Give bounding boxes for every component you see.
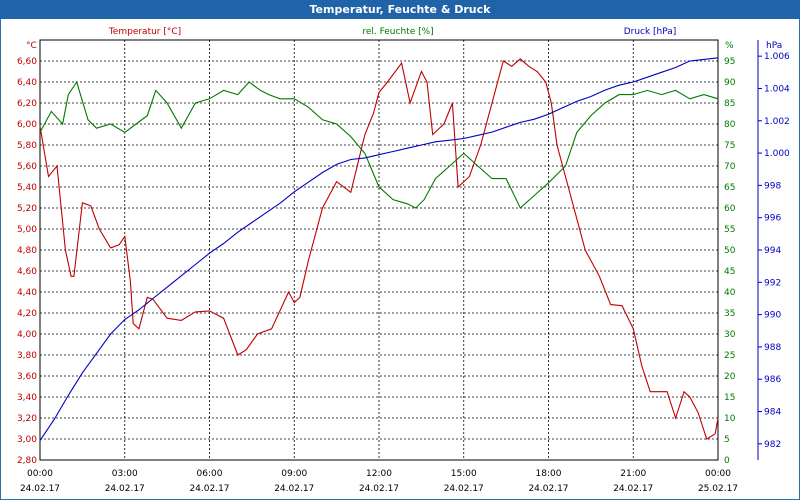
- pressure-unit-label: hPa: [766, 41, 782, 51]
- x-tick-time-label: 21:00: [620, 469, 646, 479]
- pressure-series-line: [39, 57, 719, 441]
- temperature-tick-label: 4,20: [17, 309, 37, 319]
- pressure-axis-label: Druck [hPa]: [624, 27, 677, 37]
- humidity-tick-label: 95: [724, 57, 735, 67]
- temperature-tick-label: 5,40: [17, 183, 37, 193]
- humidity-tick-label: 35: [724, 309, 735, 319]
- pressure-tick-label: 990: [764, 311, 781, 321]
- x-tick-date-label: 24.02.17: [528, 484, 568, 494]
- humidity-tick-label: 55: [724, 225, 735, 235]
- x-tick-date-label: 24.02.17: [20, 484, 60, 494]
- pressure-tick-label: 998: [764, 181, 781, 191]
- humidity-tick-label: 70: [724, 162, 736, 172]
- humidity-unit-label: %: [725, 41, 734, 51]
- temperature-tick-label: 6,00: [17, 120, 37, 130]
- humidity-tick-label: 80: [724, 120, 736, 130]
- pressure-tick-label: 986: [764, 375, 781, 385]
- pressure-tick-label: 1.004: [764, 84, 790, 94]
- x-tick-date-label: 24.02.17: [444, 484, 484, 494]
- pressure-tick-label: 1.006: [764, 52, 790, 62]
- temperature-tick-label: 3,60: [17, 372, 37, 382]
- humidity-tick-label: 5: [724, 435, 730, 445]
- x-tick-time-label: 06:00: [197, 469, 223, 479]
- humidity-series-line: [39, 80, 719, 209]
- pressure-tick-label: 982: [764, 440, 781, 450]
- temperature-tick-label: 5,20: [17, 204, 37, 214]
- x-tick-date-label: 24.02.17: [359, 484, 399, 494]
- humidity-tick-label: 50: [724, 246, 736, 256]
- humidity-tick-label: 75: [724, 141, 735, 151]
- pressure-tick-label: 1.002: [764, 117, 790, 127]
- humidity-tick-label: 40: [724, 288, 736, 298]
- humidity-tick-label: 30: [724, 330, 736, 340]
- x-tick-date-label: 24.02.17: [105, 484, 145, 494]
- temperature-tick-label: 3,20: [17, 414, 37, 424]
- x-tick-date-label: 25.02.17: [698, 484, 738, 494]
- pressure-tick-label: 988: [764, 343, 781, 353]
- temperature-series-line: [39, 58, 719, 440]
- pressure-tick-label: 1.000: [764, 149, 790, 159]
- pressure-tick-label: 994: [764, 246, 781, 256]
- temperature-tick-label: 4,80: [17, 246, 37, 256]
- humidity-tick-label: 20: [724, 372, 736, 382]
- x-tick-date-label: 24.02.17: [189, 484, 229, 494]
- temperature-axis-label: Temperatur [°C]: [108, 27, 181, 37]
- temperature-tick-label: 3,80: [17, 351, 37, 361]
- temperature-tick-label: 4,60: [17, 267, 37, 277]
- x-tick-date-label: 24.02.17: [613, 484, 653, 494]
- humidity-tick-label: 25: [724, 351, 735, 361]
- temperature-tick-label: 2,80: [17, 456, 37, 466]
- temperature-tick-label: 4,40: [17, 288, 37, 298]
- temperature-tick-label: 5,80: [17, 141, 37, 151]
- x-tick-time-label: 03:00: [112, 469, 138, 479]
- pressure-tick-label: 996: [764, 214, 781, 224]
- x-tick-time-label: 18:00: [536, 469, 562, 479]
- temperature-tick-label: 3,00: [17, 435, 37, 445]
- humidity-tick-label: 60: [724, 204, 736, 214]
- humidity-tick-label: 90: [724, 78, 736, 88]
- pressure-tick-label: 992: [764, 278, 781, 288]
- x-tick-time-label: 00:00: [705, 469, 731, 479]
- temperature-tick-label: 4,00: [17, 330, 37, 340]
- temperature-tick-label: 6,60: [17, 57, 37, 67]
- temperature-tick-label: 6,40: [17, 78, 37, 88]
- humidity-tick-label: 85: [724, 99, 735, 109]
- temperature-unit-label: °C: [26, 41, 37, 51]
- x-tick-time-label: 09:00: [281, 469, 307, 479]
- x-tick-time-label: 00:00: [27, 469, 53, 479]
- humidity-tick-label: 10: [724, 414, 736, 424]
- x-tick-date-label: 24.02.17: [274, 484, 314, 494]
- humidity-tick-label: 65: [724, 183, 735, 193]
- humidity-tick-label: 0: [724, 456, 730, 466]
- humidity-axis-label: rel. Feuchte [%]: [362, 27, 433, 37]
- chart-title: Temperatur, Feuchte & Druck: [0, 0, 800, 19]
- temperature-tick-label: 5,00: [17, 225, 37, 235]
- humidity-tick-label: 15: [724, 393, 735, 403]
- humidity-tick-label: 45: [724, 267, 735, 277]
- pressure-tick-label: 984: [764, 408, 781, 418]
- x-tick-time-label: 12:00: [366, 469, 392, 479]
- x-tick-time-label: 15:00: [451, 469, 477, 479]
- temperature-tick-label: 3,40: [17, 393, 37, 403]
- temperature-tick-label: 5,60: [17, 162, 37, 172]
- temperature-tick-label: 6,20: [17, 99, 37, 109]
